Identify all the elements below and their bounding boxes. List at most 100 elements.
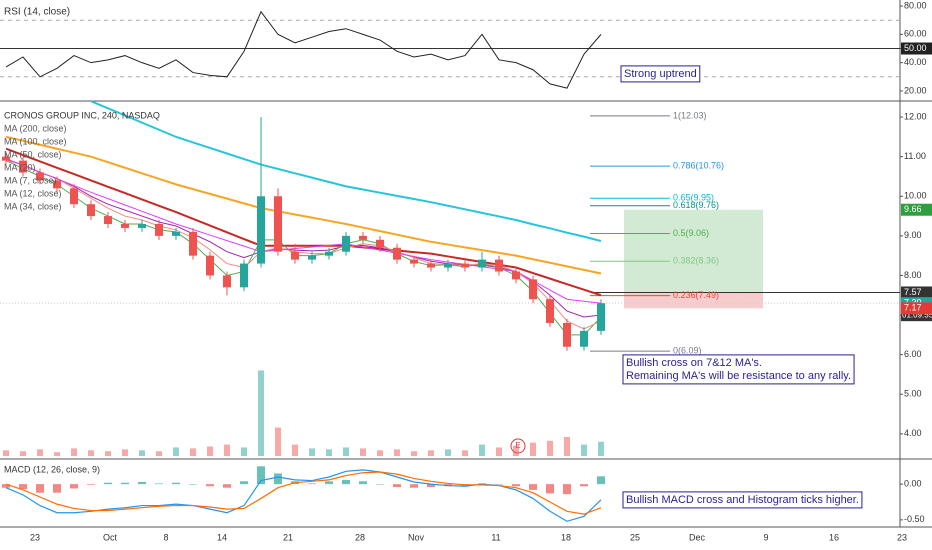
volume-bar	[156, 451, 162, 456]
x-tick-label: 21	[283, 532, 293, 542]
volume-bar	[377, 450, 383, 456]
volume-bar	[394, 449, 400, 456]
volume-bar	[224, 444, 230, 456]
histogram-bar	[563, 484, 571, 495]
moving-average	[5, 135, 602, 275]
legend-entry: MA (50, close)	[4, 149, 62, 159]
volume-bar	[360, 448, 366, 456]
volume-bar	[496, 447, 502, 456]
histogram-bar	[2, 484, 10, 488]
candle-body	[87, 204, 95, 217]
volume-bar	[309, 448, 315, 456]
candle-body	[308, 255, 316, 260]
price-tag	[901, 302, 932, 315]
signal-line	[5, 471, 602, 515]
candle-body	[393, 247, 401, 260]
price-tag	[901, 286, 932, 299]
volume-bar	[513, 445, 519, 456]
candle-body	[512, 271, 520, 280]
candle-body	[461, 263, 469, 268]
volume-bar	[207, 446, 213, 456]
histogram-bar	[393, 484, 401, 487]
histogram-bar	[580, 484, 588, 487]
y-tick-label: 40.00	[904, 57, 927, 67]
candle-body	[359, 235, 367, 240]
candle-body	[2, 156, 10, 161]
y-tick-label: 8.00	[904, 270, 922, 280]
fib-label: 0(6.09)	[673, 345, 702, 355]
x-tick-label: 18	[561, 532, 571, 542]
volume-bar	[462, 450, 468, 456]
volume-bar	[547, 440, 553, 456]
volume-bar	[173, 447, 179, 456]
candle-body	[240, 263, 248, 288]
x-tick-label: 23	[897, 532, 907, 542]
y-tick-label: 11.00	[904, 151, 926, 161]
histogram-bar	[138, 482, 146, 485]
rsi-line	[5, 10, 602, 89]
price-tag-label: 9.66	[904, 204, 922, 214]
legend-entry: MA (100, close)	[4, 136, 67, 146]
x-tick-label: 8	[163, 532, 168, 542]
profit-zone	[624, 209, 763, 293]
histogram-bar	[223, 484, 231, 488]
x-tick-label: 14	[217, 532, 227, 542]
price-tag	[901, 203, 932, 216]
volume-bar	[530, 442, 536, 456]
candle-body	[546, 299, 554, 323]
candle-body	[478, 259, 486, 268]
histogram-bar	[274, 473, 282, 485]
candle-body	[70, 188, 78, 205]
price-tag-label: 7.57	[904, 287, 922, 297]
histogram-bar	[53, 484, 61, 493]
candle-body	[563, 322, 571, 347]
annotation: Bullish cross on 7&12 MA's.	[626, 357, 762, 369]
y-tick-label: -0.50	[904, 514, 925, 524]
panel-title: RSI (14, close)	[4, 7, 70, 18]
volume-bar	[598, 441, 604, 456]
candle-body	[444, 263, 452, 268]
volume-bar	[258, 370, 264, 456]
volume-bar	[3, 450, 9, 456]
volume-bar	[71, 448, 77, 456]
fib-label: 0.382(8.36)	[673, 256, 719, 266]
candle-body	[121, 223, 129, 228]
y-tick-label: 5.00	[904, 389, 922, 399]
y-tick-label: 60.00	[904, 29, 927, 39]
annotation: Bullish MACD cross and Histogram ticks h…	[626, 494, 859, 506]
candle-body	[342, 235, 350, 252]
x-tick-label: 11	[491, 532, 500, 542]
candle-body	[189, 231, 197, 256]
histogram-bar	[36, 484, 44, 493]
panel-title: CRONOS GROUP INC, 240, NASDAQ	[4, 110, 160, 120]
histogram-bar	[240, 481, 248, 485]
fib-label: 0.65(9.95)	[673, 193, 714, 203]
volume-bar	[105, 451, 111, 456]
histogram-bar	[206, 484, 214, 487]
legend-entry: MA (7, close)	[4, 175, 57, 185]
volume-bar	[411, 451, 417, 456]
x-tick-label: 23	[30, 532, 40, 542]
y-tick-label: 10.00	[904, 191, 927, 201]
fib-label: 1(12.03)	[673, 110, 707, 120]
fib-label: 0.5(9.06)	[673, 228, 709, 238]
panel-title: MACD (12, 26, close, 9)	[4, 464, 100, 474]
volume-bar	[343, 447, 349, 456]
candle-body	[291, 251, 299, 260]
histogram-bar	[529, 484, 537, 490]
legend-entry: MA (34, close)	[4, 201, 62, 211]
candle-body	[19, 160, 27, 173]
histogram-bar	[597, 476, 605, 485]
candle-body	[104, 216, 112, 224]
y-tick-label: 0.00	[904, 479, 922, 489]
volume-bar	[292, 444, 298, 456]
volume-bar	[581, 444, 587, 456]
candle-body	[325, 251, 333, 256]
candle-body	[580, 330, 588, 347]
candle-body	[376, 239, 384, 248]
candle-body	[138, 223, 146, 228]
x-tick-label: Nov	[408, 532, 425, 542]
y-tick-label: 80.00	[904, 0, 927, 10]
candle-body	[36, 172, 44, 181]
